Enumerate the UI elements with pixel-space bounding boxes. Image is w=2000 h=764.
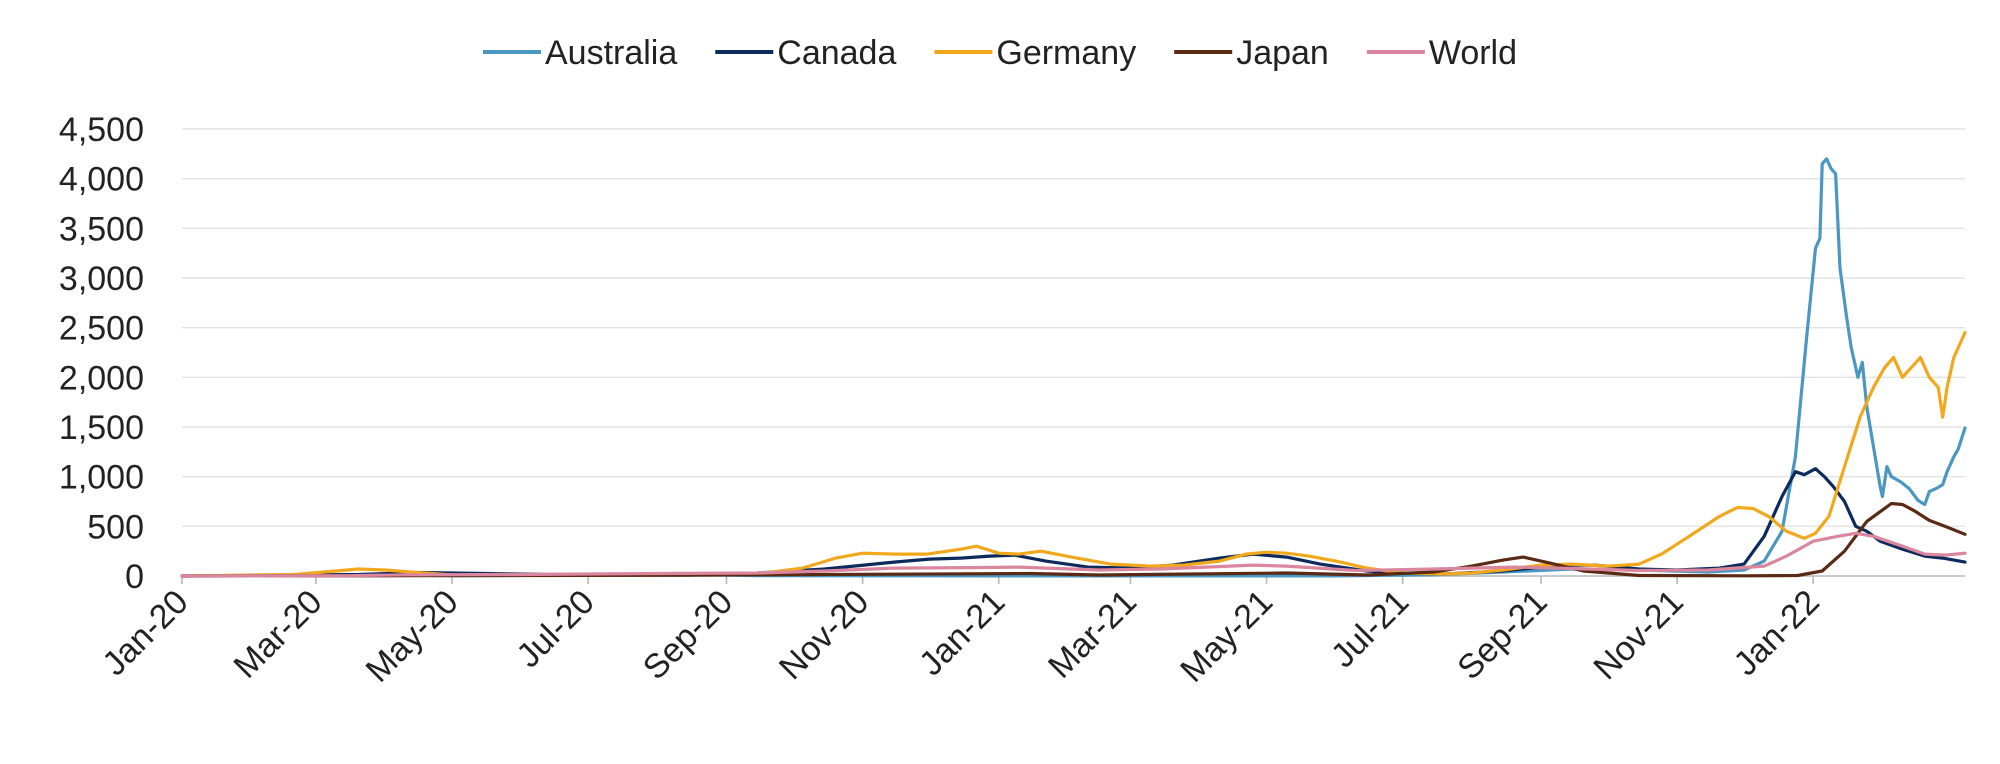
x-tick-label: Nov-20 bbox=[772, 583, 876, 687]
y-tick-label: 4,500 bbox=[59, 111, 144, 149]
x-tick-label: Jan-20 bbox=[95, 583, 195, 683]
legend: Australia Canada Germany Japan World bbox=[482, 34, 1517, 72]
y-tick-label: 2,000 bbox=[59, 359, 144, 397]
y-tick-label: 0 bbox=[125, 558, 144, 596]
legend-label-australia: Australia bbox=[545, 34, 677, 72]
y-tick-label: 3,000 bbox=[59, 260, 144, 298]
y-tick-label: 500 bbox=[87, 508, 144, 546]
x-tick-label: Sep-20 bbox=[636, 583, 740, 687]
x-tick-label: Mar-21 bbox=[1041, 583, 1144, 686]
legend-label-canada: Canada bbox=[777, 34, 896, 72]
x-tick-label: May-21 bbox=[1173, 583, 1280, 690]
legend-label-japan: Japan bbox=[1236, 34, 1329, 72]
x-tick-label: Jan-21 bbox=[912, 583, 1012, 683]
legend-label-world: World bbox=[1429, 34, 1517, 72]
x-axis: Jan-20 Mar-20 May-20 Jul-20 Sep-20 Nov-20 Jan-… bbox=[95, 575, 1965, 690]
y-tick-label: 1,500 bbox=[59, 409, 144, 447]
series-line-japan bbox=[180, 501, 1967, 578]
y-tick-label: 1,000 bbox=[59, 459, 144, 497]
series-line-canada bbox=[180, 467, 1967, 578]
y-tick-label: 2,500 bbox=[59, 310, 144, 348]
y-tick-label: 3,500 bbox=[59, 210, 144, 248]
x-tick-label: Sep-21 bbox=[1450, 583, 1554, 687]
x-tick-label: Nov-21 bbox=[1586, 583, 1690, 687]
series-line-germany bbox=[180, 331, 1967, 578]
x-tick-label: Jul-20 bbox=[509, 583, 601, 675]
series-lines bbox=[180, 157, 1967, 578]
x-tick-label: Mar-20 bbox=[227, 583, 330, 686]
gridlines bbox=[182, 128, 1965, 528]
y-tick-label: 4,000 bbox=[59, 161, 144, 199]
y-axis: 0 500 1,000 1,500 2,000 2,500 3,000 3,500 4,000 4… bbox=[59, 111, 144, 596]
x-tick-label: Jan-22 bbox=[1727, 583, 1827, 683]
legend-label-germany: Germany bbox=[996, 34, 1136, 72]
series-line-australia bbox=[180, 157, 1967, 578]
series-line-world bbox=[180, 531, 1967, 578]
x-tick-label: May-20 bbox=[359, 583, 466, 690]
x-tick-label: Jul-21 bbox=[1324, 583, 1416, 675]
